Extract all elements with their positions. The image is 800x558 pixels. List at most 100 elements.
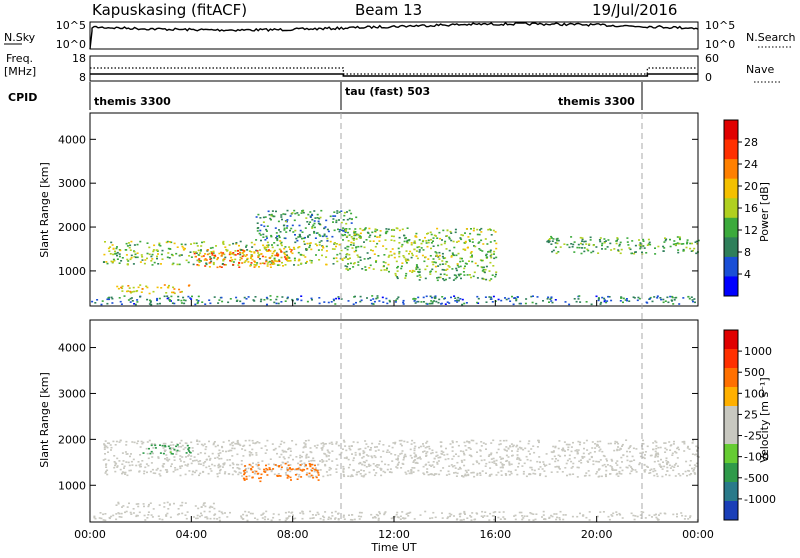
scatter-point: [342, 219, 345, 221]
scatter-point: [470, 516, 473, 518]
scatter-point: [108, 442, 110, 444]
scatter-point: [197, 259, 200, 261]
scatter-point: [178, 450, 181, 452]
scatter-point: [245, 478, 248, 480]
scatter-point: [424, 277, 427, 280]
scatter-point: [495, 271, 498, 273]
scatter-point: [518, 511, 521, 514]
scatter-point: [373, 516, 376, 518]
scatter-point: [239, 251, 241, 254]
scatter-point: [254, 261, 256, 263]
scatter-point: [410, 242, 413, 244]
scatter-point: [268, 257, 271, 259]
scatter-point: [106, 442, 109, 444]
scatter-point: [501, 463, 504, 465]
scatter-point: [232, 441, 235, 444]
colorbar-tick-label: -1000: [744, 493, 776, 506]
scatter-point: [143, 470, 146, 472]
scatter-point: [571, 246, 574, 248]
scatter-point: [411, 271, 414, 273]
scatter-point: [448, 512, 451, 515]
scatter-point: [111, 297, 114, 300]
scatter-point: [203, 502, 206, 504]
scatter-point: [554, 299, 557, 301]
scatter-point: [306, 467, 309, 470]
scatter-point: [270, 234, 273, 237]
scatter-point: [118, 255, 121, 258]
scatter-point: [179, 460, 182, 462]
scatter-point: [477, 297, 480, 300]
scatter-point: [147, 457, 150, 460]
scatter-point: [615, 242, 618, 245]
scatter-point: [427, 232, 430, 235]
scatter-point: [204, 303, 207, 305]
scatter-point: [603, 238, 606, 240]
scatter-point: [676, 513, 678, 515]
scatter-point: [456, 299, 458, 302]
scatter-point: [471, 512, 474, 514]
scatter-point: [372, 469, 375, 471]
scatter-point: [348, 228, 351, 230]
scatter-point: [347, 300, 350, 302]
scatter-point: [399, 515, 402, 518]
scatter-point: [610, 458, 613, 461]
scatter-point: [662, 301, 665, 304]
scatter-point: [443, 279, 446, 282]
scatter-point: [358, 470, 360, 473]
scatter-point: [283, 450, 286, 453]
scatter-point: [410, 472, 413, 475]
scatter-point: [457, 444, 460, 447]
scatter-point: [150, 462, 153, 464]
scatter-point: [200, 514, 203, 517]
scatter-point: [580, 462, 583, 464]
scatter-point: [514, 518, 517, 521]
scatter-point: [622, 297, 625, 300]
scatter-point: [576, 466, 579, 469]
scatter-point: [616, 448, 619, 451]
scatter-point: [409, 270, 411, 272]
scatter-point: [105, 463, 108, 465]
scatter-point: [334, 215, 337, 217]
scatter-point: [355, 249, 358, 252]
scatter-point: [285, 451, 288, 453]
scatter-point: [349, 268, 351, 270]
scatter-point: [146, 298, 149, 301]
scatter-point: [268, 214, 271, 216]
scatter-point: [411, 439, 414, 442]
scatter-point: [551, 458, 554, 460]
scatter-point: [518, 446, 521, 449]
scatter-point: [309, 216, 312, 218]
scatter-point: [229, 252, 232, 255]
scatter-point: [287, 464, 290, 467]
scatter-point: [484, 511, 487, 513]
scatter-point: [676, 465, 679, 467]
scatter-point: [329, 240, 332, 243]
scatter-point: [476, 451, 478, 453]
scatter-point: [424, 236, 426, 239]
scatter-point: [415, 255, 418, 257]
scatter-point: [232, 463, 235, 466]
scatter-point: [166, 501, 169, 504]
scatter-point: [263, 468, 266, 471]
scatter-point: [158, 473, 161, 475]
scatter-point: [654, 247, 656, 249]
scatter-point: [146, 242, 149, 244]
scatter-point: [179, 458, 182, 460]
scatter-point: [142, 441, 145, 444]
scatter-point: [194, 505, 197, 507]
scatter-point: [202, 255, 205, 257]
scatter-point: [254, 442, 257, 445]
scatter-point: [390, 235, 393, 237]
scatter-point: [373, 300, 376, 303]
scatter-point: [182, 448, 185, 451]
scatter-point: [216, 456, 219, 459]
scatter-point: [550, 237, 553, 239]
scatter-point: [229, 464, 232, 467]
scatter-point: [204, 265, 207, 267]
scatter-point: [335, 219, 338, 222]
scatter-point: [404, 453, 407, 456]
scatter-point: [129, 297, 132, 300]
scatter-point: [237, 463, 240, 466]
nave-trace: [90, 67, 698, 75]
scatter-point: [307, 439, 310, 442]
